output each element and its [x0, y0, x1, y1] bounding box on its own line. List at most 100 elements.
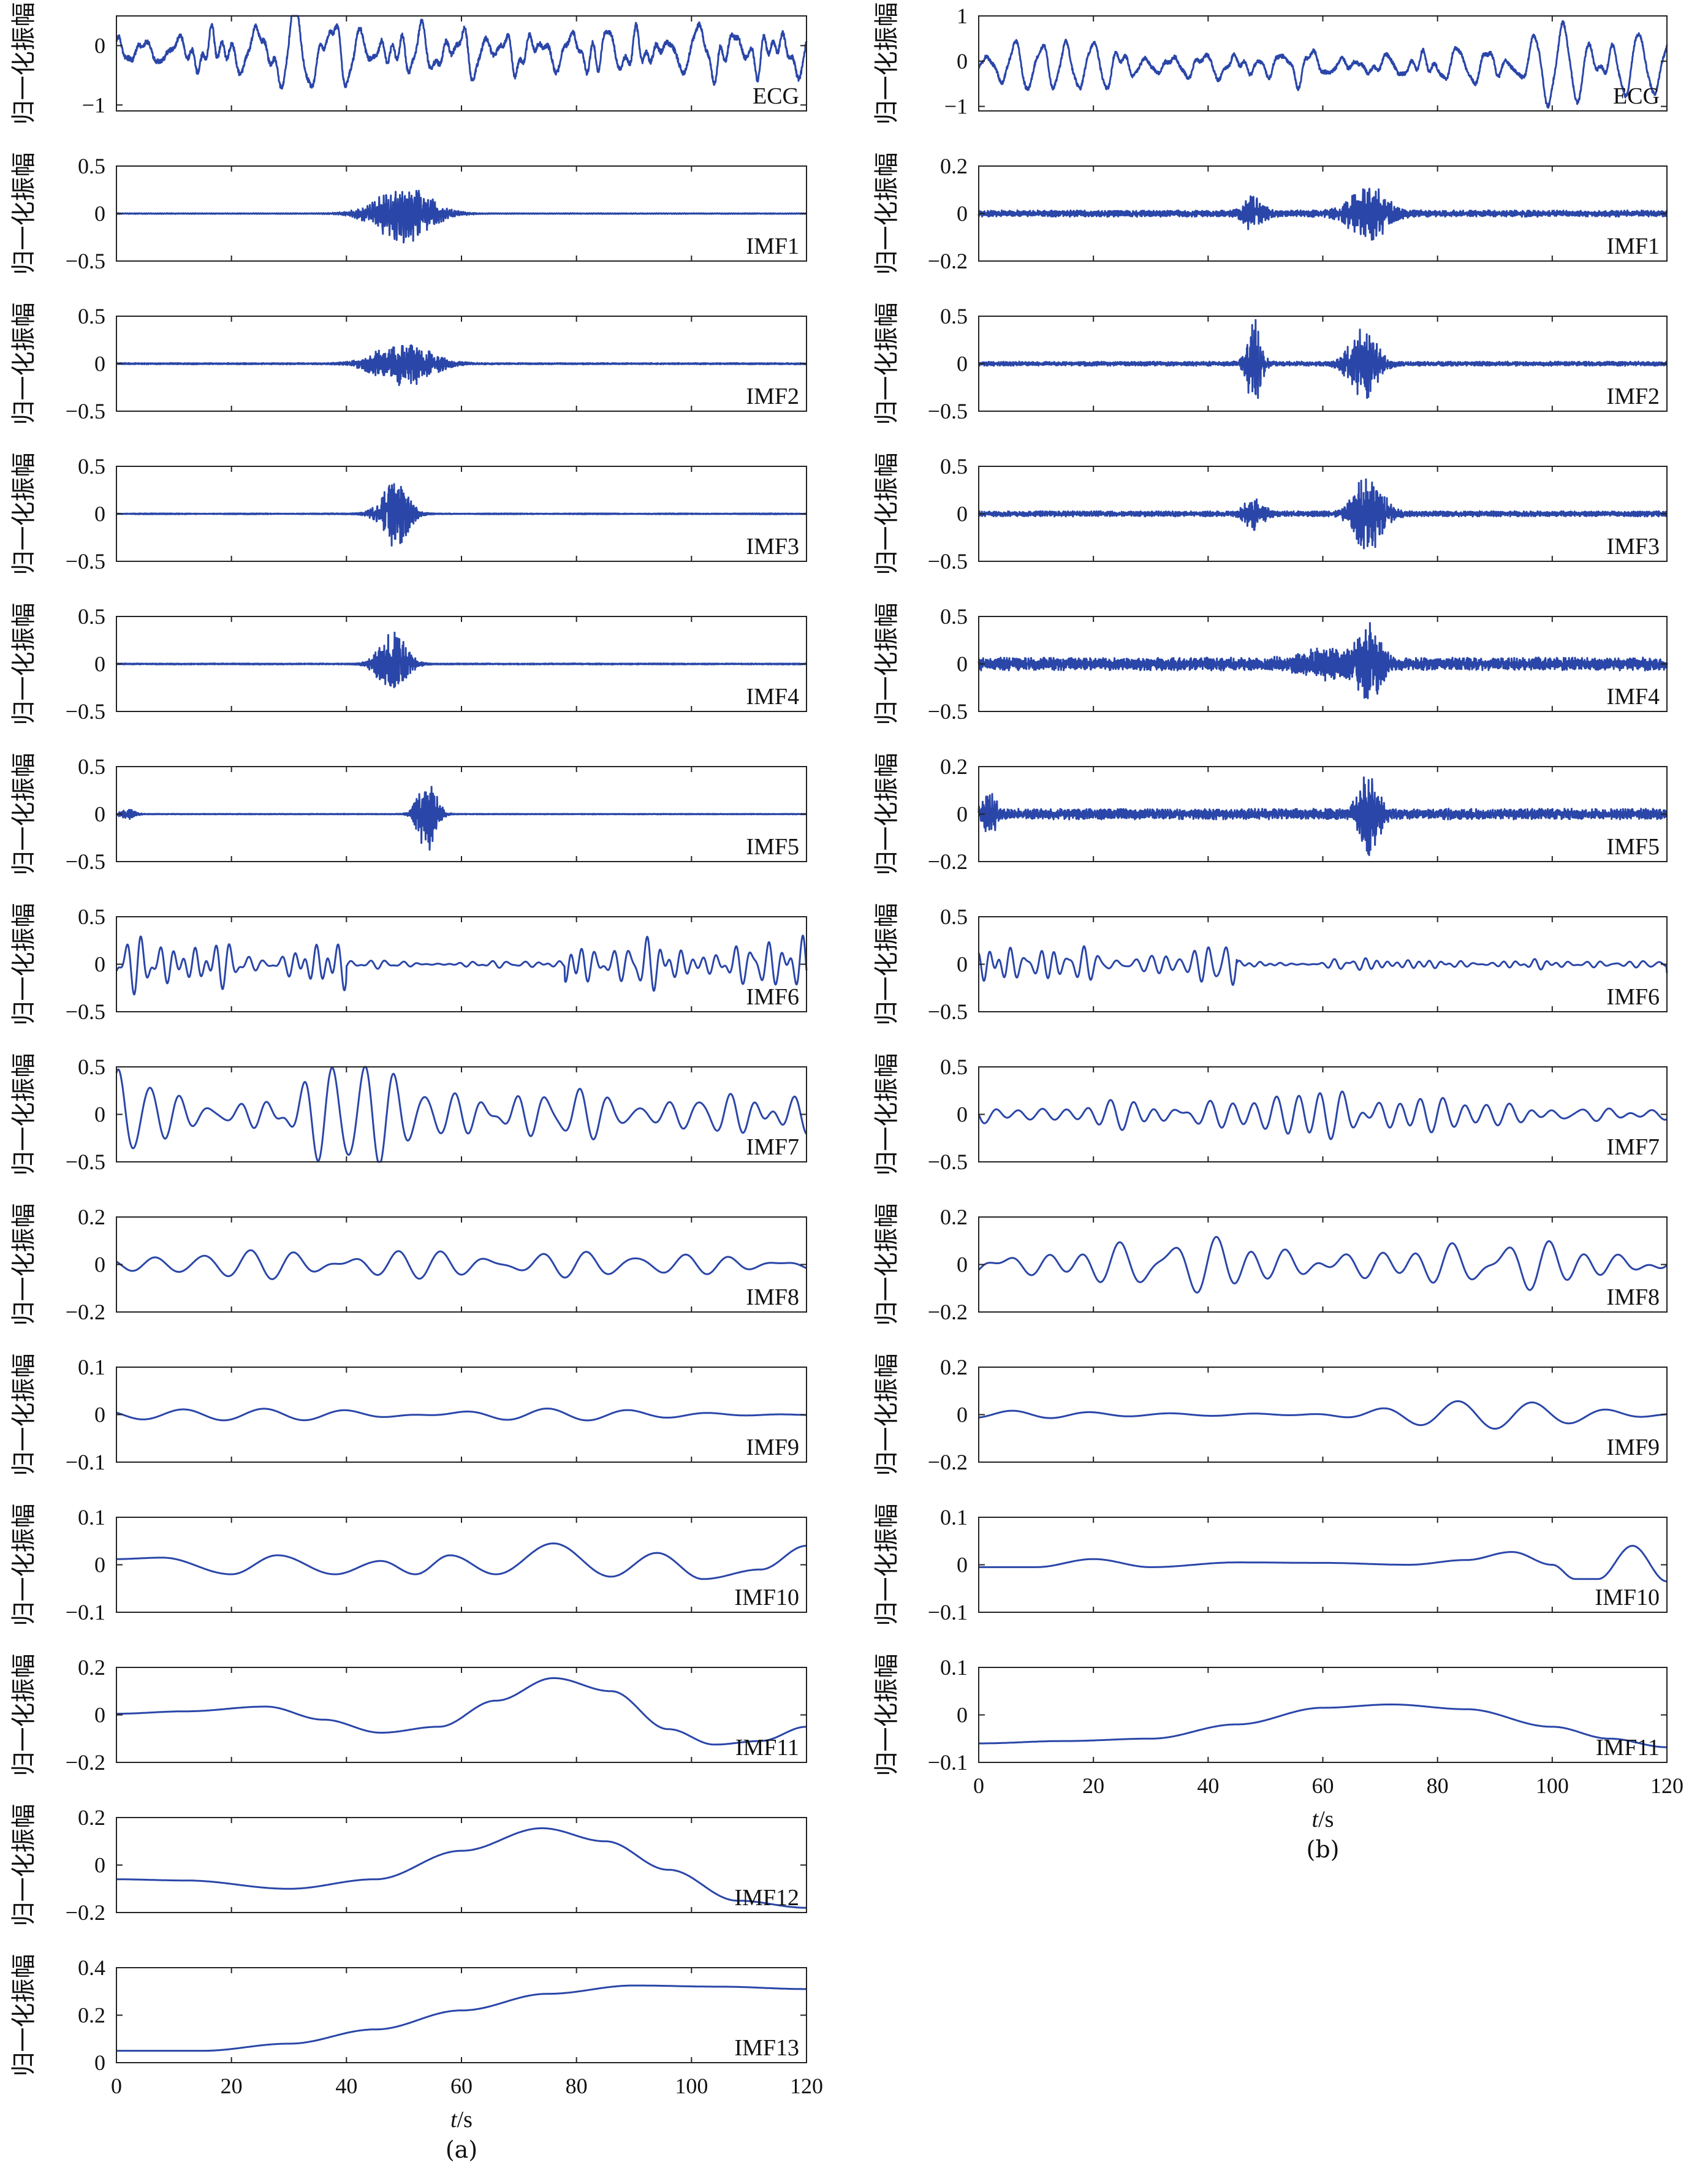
x-tick-label: 20	[221, 2074, 243, 2098]
x-tick-label: 80	[566, 2074, 588, 2098]
y-tick-label: −0.5	[66, 849, 105, 874]
x-tick-label: 120	[790, 2074, 823, 2098]
x-tick-label: 80	[1427, 1773, 1449, 1798]
y-tick-label: 0.2	[940, 1205, 968, 1229]
series-line	[115, 1066, 808, 1163]
axes-frame	[978, 1667, 1668, 1763]
y-tick-label: 0	[957, 502, 968, 526]
panel-imf7-b: 0.5 0 −0.5 IMF7 归一化振幅	[873, 1053, 1668, 1176]
y-axis-label: 归一化振幅	[873, 153, 901, 275]
series-line	[115, 631, 808, 689]
panel-imf11-b: 0.1 0 −0.1 IMF11 归一化振幅	[873, 1654, 1668, 1776]
y-tick-label: 0	[957, 202, 968, 226]
y-axis-label: 归一化振幅	[10, 1804, 38, 1927]
panel-label: IMF2	[746, 384, 799, 409]
y-tick-label: −0.2	[928, 249, 968, 273]
y-tick-label: 0.5	[78, 304, 105, 328]
panel-label: IMF8	[746, 1284, 799, 1310]
y-tick-label: −0.1	[928, 1600, 968, 1625]
series-line	[115, 483, 808, 547]
x-axis-label: t/s	[1312, 1807, 1334, 1832]
panel-label: IMF3	[1606, 534, 1660, 559]
y-tick-label: 0.5	[78, 154, 105, 178]
y-tick-label: 0.1	[940, 1505, 968, 1530]
y-tick-label: −0.5	[928, 999, 968, 1024]
y-tick-label: 0	[94, 1102, 105, 1127]
series-line	[977, 20, 1668, 109]
y-tick-label: −0.2	[928, 849, 968, 874]
x-tick-label: 100	[675, 2074, 708, 2098]
y-tick-label: 0	[94, 952, 105, 977]
y-tick-label: 0	[957, 1403, 968, 1427]
x-tick-label: 40	[335, 2074, 357, 2098]
y-tick-label: 0	[94, 1253, 105, 1277]
panel-imf8-b: 0.2 0 −0.2 IMF8 归一化振幅	[873, 1204, 1668, 1326]
panel-label: IMF1	[746, 233, 799, 259]
y-tick-label: 0.2	[78, 1205, 105, 1229]
y-tick-label: 0	[94, 1703, 105, 1727]
y-tick-label: 0	[957, 952, 968, 977]
y-tick-label: 0.2	[78, 1805, 105, 1830]
y-tick-label: −0.1	[928, 1750, 968, 1775]
panel-label: IMF5	[1606, 834, 1660, 860]
panel-label: IMF4	[1606, 684, 1660, 710]
y-tick-label: −0.5	[66, 399, 105, 423]
panel-label: IMF6	[1606, 984, 1660, 1010]
y-tick-label: 0.5	[940, 304, 968, 328]
panel-label: IMF10	[1595, 1585, 1660, 1610]
panel-label: IMF7	[1606, 1134, 1660, 1160]
y-axis-label: 归一化振幅	[873, 903, 901, 1026]
y-tick-label: −0.5	[928, 549, 968, 574]
series-line	[115, 344, 808, 386]
y-tick-label: 0	[94, 1403, 105, 1427]
y-tick-label: 0.5	[940, 604, 968, 629]
y-tick-label: 0	[94, 1553, 105, 1577]
series-line	[977, 945, 1668, 986]
axes-frame	[116, 1667, 807, 1763]
y-axis-label: 归一化振幅	[10, 1354, 38, 1476]
panel-imf6-b: 0.5 0 −0.5 IMF6 归一化振幅	[873, 903, 1668, 1026]
series-line	[116, 1984, 807, 2052]
series-line	[979, 1545, 1668, 1583]
y-axis-label: 归一化振幅	[873, 303, 901, 425]
y-axis-label: 归一化振幅	[10, 1654, 38, 1776]
y-axis-label: 归一化振幅	[10, 1053, 38, 1176]
y-tick-label: 0.2	[940, 154, 968, 178]
y-tick-label: 0.5	[78, 454, 105, 479]
y-tick-label: −0.2	[928, 1300, 968, 1324]
panel-imf4-b: 0.5 0 −0.5 IMF4 归一化振幅	[873, 603, 1668, 726]
panel-imf9-a: 0.1 0 −0.1 IMF9 归一化振幅	[10, 1354, 807, 1476]
y-tick-label: 0	[957, 1703, 968, 1727]
y-tick-label: −0.2	[66, 1750, 105, 1775]
panel-label: IMF11	[735, 1735, 799, 1761]
y-tick-label: 0	[957, 802, 968, 827]
y-tick-label: −0.5	[928, 1150, 968, 1174]
series-line	[115, 189, 808, 244]
y-axis-label: 归一化振幅	[10, 1954, 38, 2077]
y-tick-label: −0.5	[66, 549, 105, 574]
panel-label: IMF1	[1606, 233, 1660, 259]
panel-imf11-a: 0.2 0 −0.2 IMF11 归一化振幅	[10, 1654, 807, 1776]
x-tick-label: 60	[1312, 1773, 1334, 1798]
panel-label: IMF4	[746, 684, 799, 710]
panel-imf8-a: 0.2 0 −0.2 IMF8 归一化振幅	[10, 1204, 807, 1326]
y-axis-label: 归一化振幅	[873, 1053, 901, 1176]
series-line	[977, 188, 1668, 241]
y-tick-label: 0.5	[940, 454, 968, 479]
x-tick-label: 40	[1197, 1773, 1219, 1798]
y-tick-label: 0.5	[78, 604, 105, 629]
y-tick-label: 0.5	[78, 1055, 105, 1079]
panel-imf6-a: 0.5 0 −0.5 IMF6 归一化振幅	[10, 903, 808, 1026]
y-tick-label: −0.1	[66, 1450, 105, 1474]
y-tick-label: 0	[94, 802, 105, 827]
y-axis-label: 归一化振幅	[10, 753, 38, 876]
panel-imf5-b: 0.2 0 −0.2 IMF5 归一化振幅	[873, 753, 1668, 876]
y-tick-label: −0.2	[66, 1900, 105, 1925]
y-tick-label: 0.2	[78, 2003, 105, 2028]
y-tick-label: 0.5	[940, 1055, 968, 1079]
axes-frame	[116, 15, 807, 112]
y-tick-label: −0.1	[66, 1600, 105, 1625]
panel-imf2-a: 0.5 0 −0.5 IMF2 归一化振幅	[10, 303, 808, 425]
panel-label: IMF9	[746, 1435, 799, 1460]
y-axis-label: 归一化振幅	[873, 1354, 901, 1476]
